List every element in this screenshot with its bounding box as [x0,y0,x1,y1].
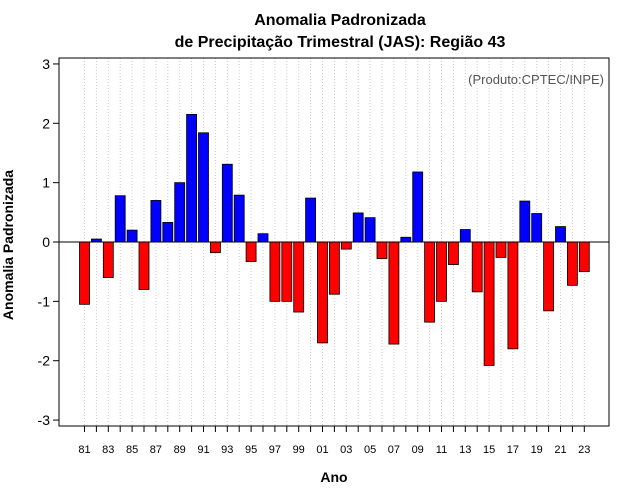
x-tick-label: 89 [174,444,186,456]
x-tick-label: 21 [554,444,566,456]
chart-title-line2: de Precipitação Trimestral (JAS): Região… [175,34,506,51]
bar-2018 [519,200,531,243]
x-tick-label: 91 [197,444,209,456]
bar-2016 [495,241,507,258]
x-tick-label: 87 [150,444,162,456]
bar-1983 [102,241,114,279]
bar-2001 [317,241,328,344]
x-tick-label: 01 [316,444,328,456]
x-tick-label: 81 [78,444,90,456]
bar-2021 [555,226,566,243]
bar-1981 [79,241,90,305]
bar-1986 [138,241,150,290]
x-tick-label: 85 [126,444,138,456]
y-tick-label: 3 [42,56,50,72]
bars [79,113,590,366]
x-tick-label: 23 [578,444,590,456]
bar-2012 [447,241,459,265]
bar-2007 [388,241,400,345]
bar-1984 [114,195,126,243]
x-tick-label: 97 [269,444,281,456]
x-tick-label: 93 [221,444,233,456]
x-tick-label: 13 [459,444,471,456]
x-tick-label: 19 [531,444,543,456]
bar-2019 [531,213,543,243]
credit-label: (Produto:CPTEC/INPE) [468,72,604,87]
bar-1997 [269,241,281,302]
x-tick-label: 11 [436,444,447,456]
y-tick-label: -1 [38,293,51,309]
bar-2023 [578,241,590,273]
bar-2013 [459,229,471,243]
bar-1987 [150,200,162,243]
bar-1985 [126,229,138,243]
x-axis-label: Ano [320,469,347,485]
bar-1999 [293,241,305,313]
x-tick-label: 09 [412,444,424,456]
bar-1995 [245,241,257,262]
bar-1993 [221,163,233,243]
bar-1992 [209,241,221,254]
bar-2009 [412,171,424,243]
bar-1998 [281,241,293,302]
x-tick-label: 17 [507,444,519,456]
bar-2020 [543,241,554,312]
y-axis-label: Anomalia Padronizada [0,170,16,320]
bar-2015 [483,241,495,366]
x-tick-label: 07 [388,444,400,456]
x-axis: 81 83 85 87 89 91 93 95 97 99 01 03 05 07 09 11 13 15 17 19… [78,426,590,456]
x-tick-label: 95 [245,444,257,456]
bar-2017 [507,241,519,350]
bar-2004 [352,212,364,243]
bar-2008 [400,236,412,243]
bar-1989 [174,182,186,243]
bar-1994 [233,194,245,243]
y-tick-label: -3 [38,412,51,428]
chart-title-line1: Anomalia Padronizada [254,12,426,29]
x-tick-label: 99 [293,444,305,456]
y-axis: -3 -2 -1 0 1 2 3 [38,56,59,428]
bar-2010 [424,241,436,323]
bar-2003 [340,241,352,250]
y-tick-label: -2 [38,353,51,369]
bar-1990 [186,113,198,243]
bar-2000 [305,197,317,243]
bar-2014 [471,241,483,293]
y-tick-label: 2 [42,115,50,131]
bar-1996 [257,233,269,243]
bar-2022 [567,241,578,286]
x-tick-label: 15 [483,444,495,456]
bar-1988 [162,222,174,243]
y-tick-label: 0 [42,234,50,250]
bar-2005 [364,217,376,243]
bar-2002 [328,241,340,295]
bar-2006 [376,241,388,260]
y-tick-label: 1 [42,175,50,191]
x-tick-label: 83 [102,444,114,456]
bar-1991 [198,132,209,243]
x-tick-label: 05 [364,444,376,456]
bar-2011 [436,241,447,302]
x-tick-label: 03 [340,444,352,456]
